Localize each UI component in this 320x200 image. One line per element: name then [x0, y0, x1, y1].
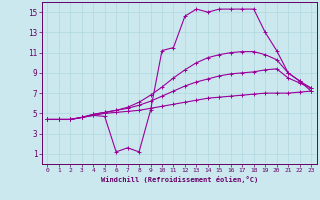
- X-axis label: Windchill (Refroidissement éolien,°C): Windchill (Refroidissement éolien,°C): [100, 176, 258, 183]
